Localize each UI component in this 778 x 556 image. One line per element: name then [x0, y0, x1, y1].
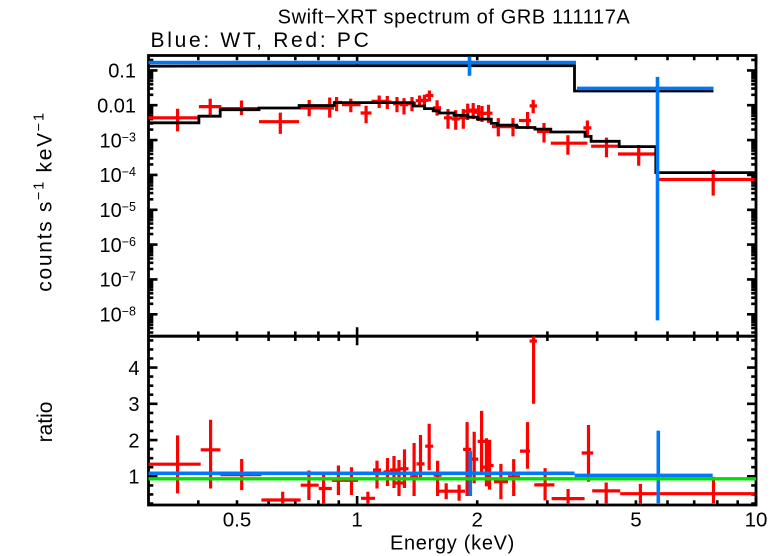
- svg-text:0.1: 0.1: [108, 61, 136, 83]
- svg-text:3: 3: [128, 394, 139, 416]
- svg-text:Swift−XRT spectrum of GRB 1111: Swift−XRT spectrum of GRB 111117A: [278, 7, 631, 29]
- svg-text:1: 1: [351, 509, 362, 532]
- svg-text:0.5: 0.5: [223, 509, 252, 532]
- svg-text:2: 2: [471, 509, 482, 532]
- svg-text:5: 5: [630, 509, 641, 532]
- svg-text:counts s−1 keV−1: counts s−1 keV−1: [32, 111, 57, 292]
- svg-text:0.01: 0.01: [97, 95, 136, 117]
- svg-text:10: 10: [745, 509, 768, 532]
- svg-text:Energy (keV): Energy (keV): [390, 533, 515, 555]
- svg-text:ratio: ratio: [34, 402, 57, 443]
- svg-text:1: 1: [128, 467, 139, 489]
- svg-text:2: 2: [128, 430, 139, 452]
- svg-text:Blue: WT, Red: PC: Blue: WT, Red: PC: [151, 29, 372, 52]
- svg-text:4: 4: [128, 358, 139, 380]
